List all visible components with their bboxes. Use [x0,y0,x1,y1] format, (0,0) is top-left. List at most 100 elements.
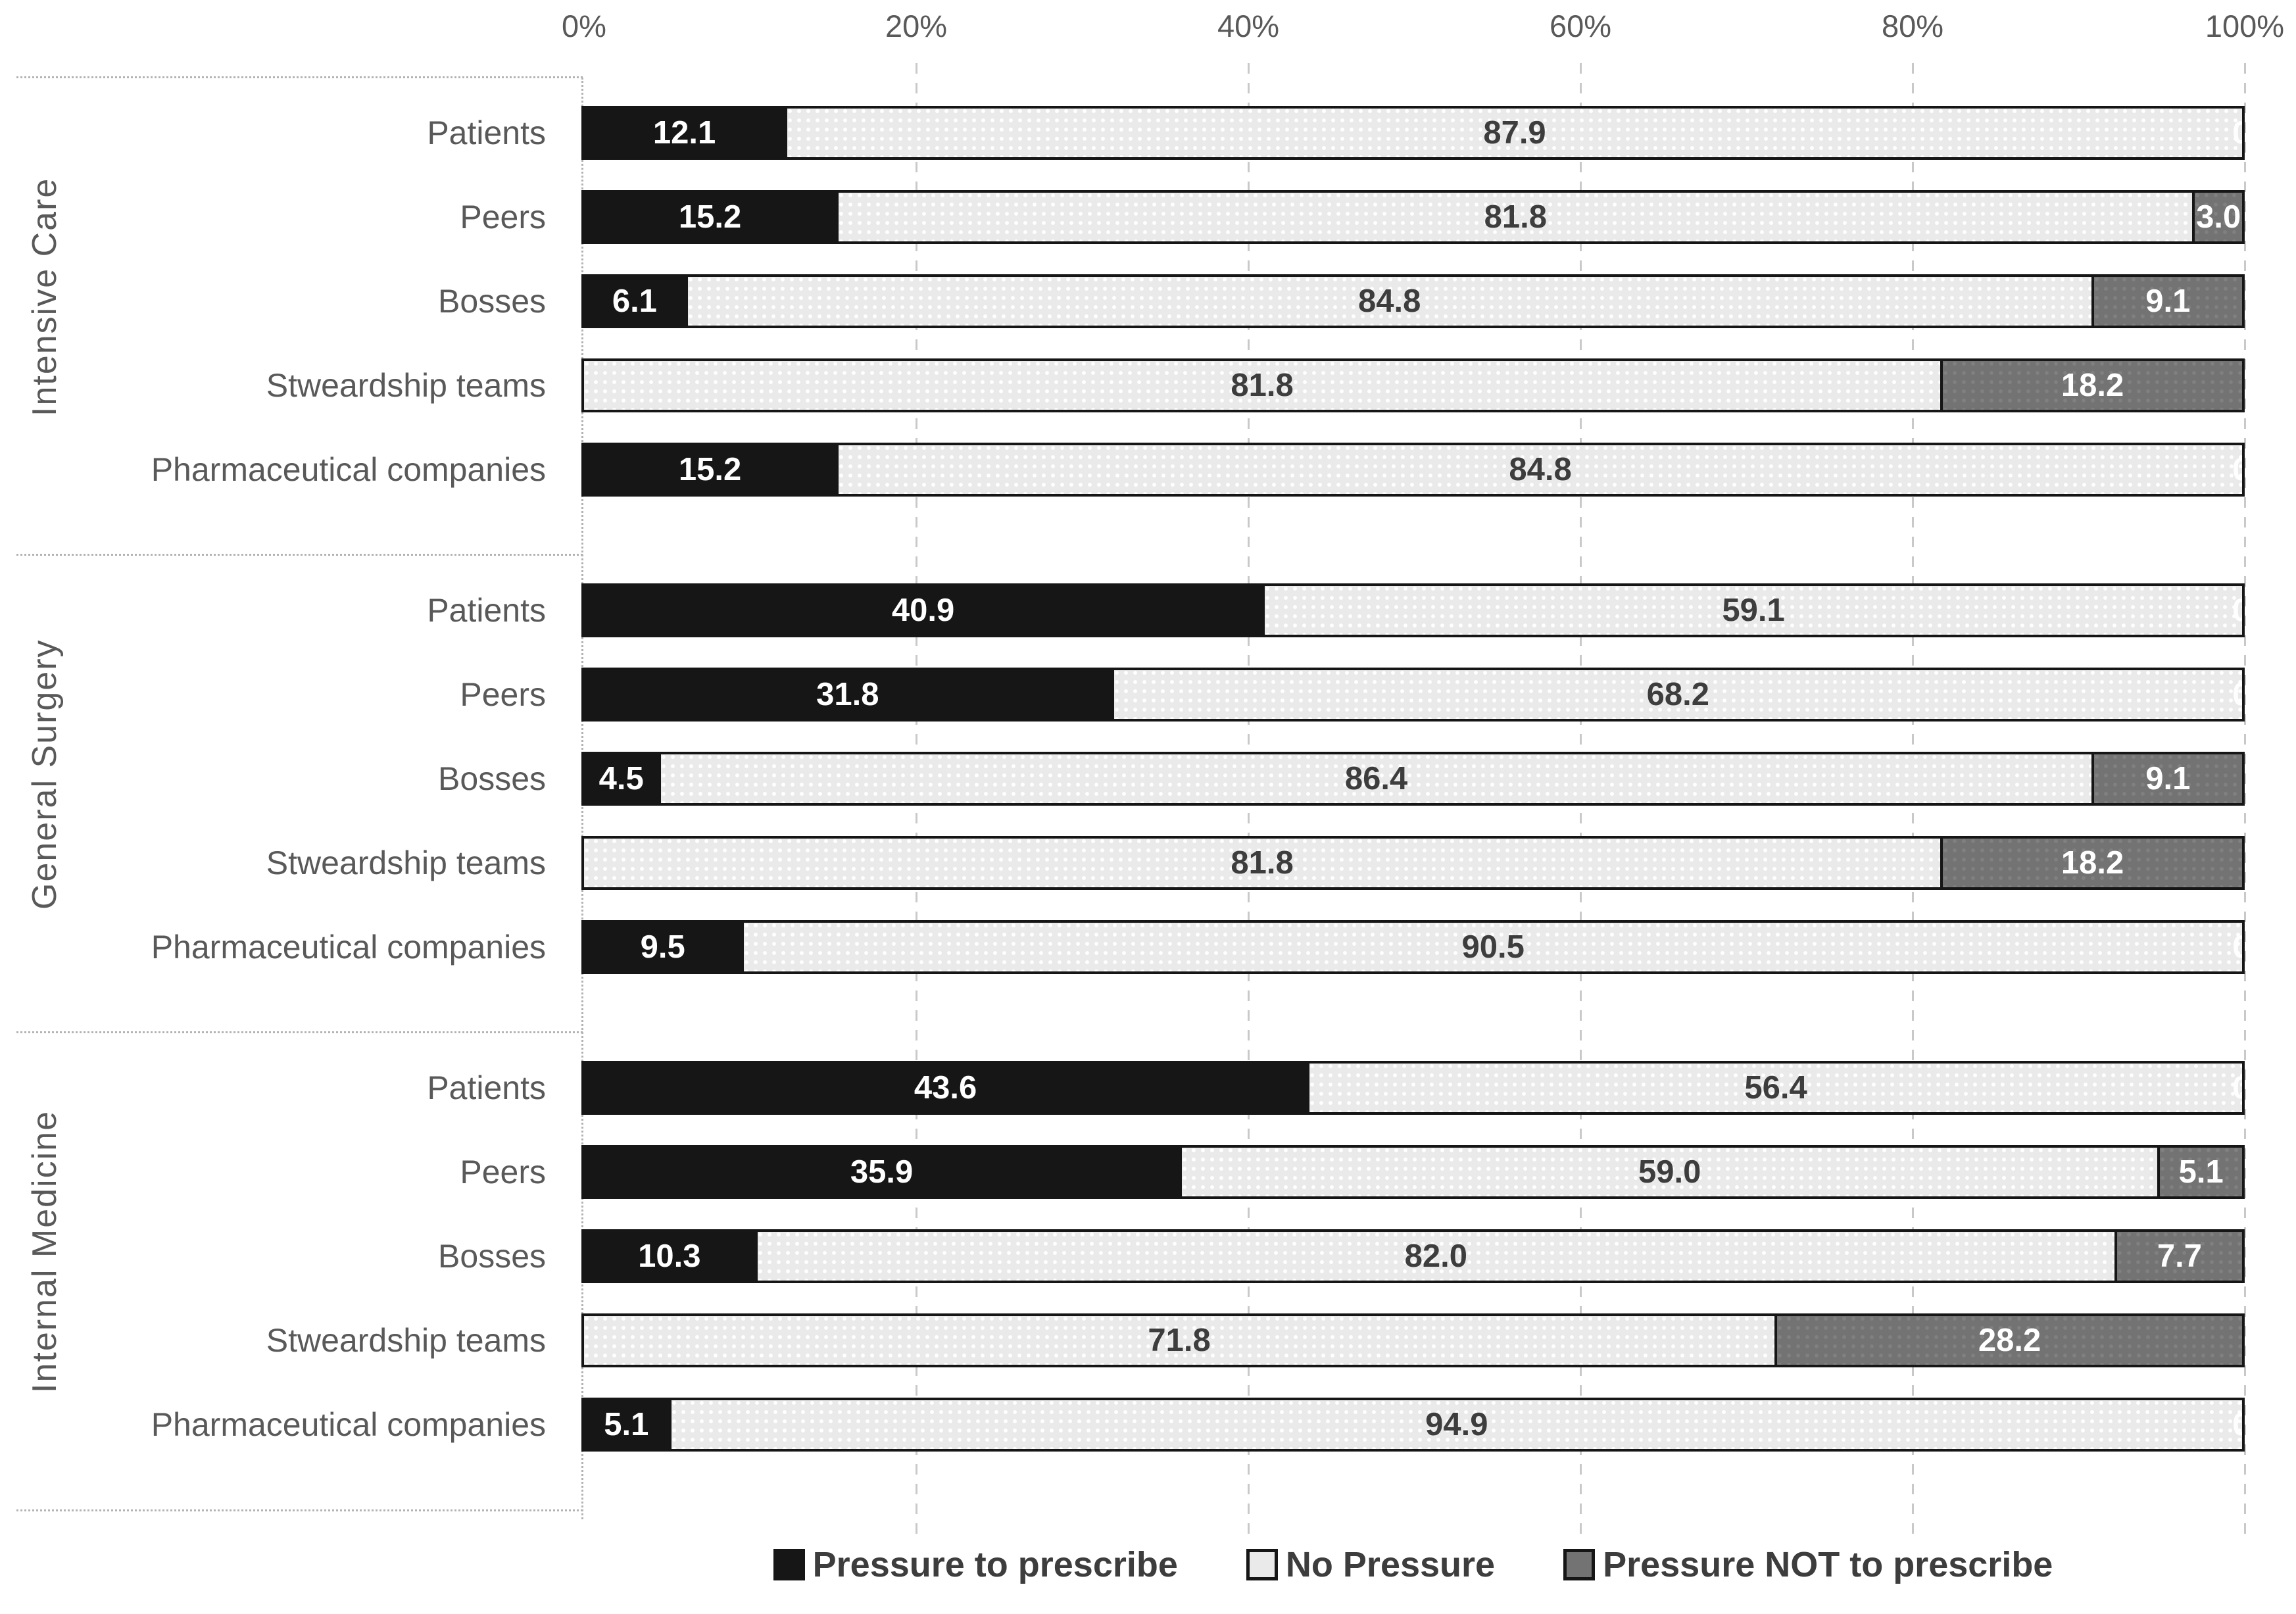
data-label: 18.2 [2061,845,2124,881]
stacked-bar: 9.5 90.5 0 [581,920,2245,974]
bar-row: Bosses 4.5 86.4 9.1 [0,737,2296,821]
bar-segment-pressure: 15.2 [584,445,837,494]
bar-segment-no-pressure: 87.9 [785,109,2242,157]
bar-segment-pressure-not: 9.1 [2091,754,2242,803]
zero-data-label: 0 [2232,670,2242,719]
x-axis-tick: 0% [562,9,606,43]
bar-segment-pressure-not: 3.0 [2192,193,2242,241]
category-label: Stweardship teams [266,844,546,881]
gridline [2244,63,2246,1535]
stacked-bar: 40.9 59.1 0 [581,583,2245,637]
data-label: 86.4 [1344,761,1408,796]
data-label: 56.4 [1744,1070,1807,1106]
data-label: 40.9 [891,593,955,628]
bar-segment-no-pressure: 81.8 [584,361,1941,410]
bar-row: Pharmaceutical companies 9.5 90.5 0 [0,905,2296,989]
stacked-bar: 15.2 84.8 0 [581,443,2245,497]
data-label: 28.2 [1978,1323,2041,1358]
data-label: 84.8 [1357,283,1421,319]
bar-row: Peers 35.9 59.0 5.1 [0,1130,2296,1214]
data-label: 35.9 [850,1154,914,1190]
bar-segment-no-pressure: 86.4 [658,754,2091,803]
bar-segment-no-pressure: 81.8 [836,193,2193,241]
data-label: 90.5 [1461,929,1525,965]
data-label: 9.1 [2145,761,2191,796]
zero-data-label: 0 [2232,1400,2242,1449]
bar-segment-no-pressure: 84.8 [836,445,2242,494]
data-label: 9.1 [2145,283,2191,319]
category-label: Peers [460,199,546,235]
bar-segment-no-pressure: 94.9 [668,1400,2242,1449]
data-label: 6.1 [612,283,657,319]
group-divider-line [16,76,583,78]
data-label: 81.8 [1484,199,1547,235]
bar-segment-pressure-not: 18.2 [1940,361,2242,410]
bar-segment-pressure: 31.8 [584,670,1111,719]
category-label: Pharmaceutical companies [151,1406,546,1443]
category-label: Patients [427,114,546,151]
bar-segment-pressure: 9.5 [584,923,742,971]
bar-row: Stweardship teams081.818.2 [0,343,2296,428]
data-label: 18.2 [2061,368,2124,403]
stacked-bar: 12.1 87.9 0 [581,106,2245,160]
legend-item: Pressure NOT to prescribe [1563,1544,2053,1585]
data-label: 7.7 [2157,1238,2202,1274]
bar-row: Pharmaceutical companies 15.2 84.8 0 [0,428,2296,512]
category-label: Bosses [438,283,546,320]
x-axis-tick: 40% [1217,9,1280,43]
group-divider-line [16,554,583,556]
bar-row: Patients 40.9 59.1 0 [0,568,2296,652]
bar-segment-pressure: 6.1 [584,277,685,326]
data-label: 82.0 [1404,1238,1467,1274]
zero-data-label: 0 [2232,586,2242,635]
x-axis-tick: 20% [885,9,948,43]
category-label: Stweardship teams [266,1322,546,1359]
bar-segment-pressure-not: 28.2 [1774,1316,2242,1365]
legend-label: No Pressure [1285,1545,1496,1584]
stacked-bar: 5.1 94.9 0 [581,1398,2245,1452]
bar-row: Patients 43.6 56.4 0 [0,1046,2296,1130]
x-axis-tick: 100% [2205,9,2285,43]
category-label: Pharmaceutical companies [151,451,546,488]
plot-area: Intensive CarePatients12.187.90Peers15.2… [0,76,2296,1511]
bar-row: Bosses 10.3 82.0 7.7 [0,1214,2296,1298]
legend-swatch-pressure-not [1563,1549,1596,1580]
bar-row: Peers 31.8 68.2 0 [0,652,2296,737]
data-label: 71.8 [1148,1323,1211,1358]
data-label: 5.1 [604,1407,649,1442]
zero-data-label: 0 [2232,923,2242,971]
category-label: Peers [460,676,546,713]
stacked-bar: 31.8 68.2 0 [581,668,2245,721]
bar-segment-pressure: 4.5 [584,754,659,803]
category-label: Pharmaceutical companies [151,929,546,966]
bar-segment-no-pressure: 68.2 [1111,670,2242,719]
data-label: 10.3 [638,1238,701,1274]
x-axis-tick: 80% [1881,9,1944,43]
bar-segment-pressure: 43.6 [584,1064,1307,1112]
data-label: 94.9 [1425,1407,1488,1442]
category-group: Intensive CarePatients12.187.90Peers15.2… [0,76,2296,555]
data-label: 43.6 [914,1070,977,1106]
data-label: 31.8 [816,677,879,712]
stacked-bar: 43.6 56.4 0 [581,1061,2245,1115]
category-group: Internal MedicinePatients43.656.40Peers3… [0,1031,2296,1511]
stacked-bar: 10.3 82.0 7.7 [581,1229,2245,1283]
stacked-bar: 6.1 84.8 9.1 [581,274,2245,328]
bar-segment-no-pressure: 84.8 [685,277,2091,326]
panel-bottom-line [16,1509,583,1511]
bar-segment-pressure: 35.9 [584,1148,1180,1196]
x-axis-tick: 60% [1549,9,1612,43]
stacked-bar: 071.828.2 [581,1313,2245,1367]
bar-row: Pharmaceutical companies 5.1 94.9 0 [0,1382,2296,1467]
data-label: 84.8 [1509,452,1572,487]
category-label: Peers [460,1154,546,1190]
bar-segment-no-pressure: 56.4 [1307,1064,2242,1112]
bar-row: Stweardship teams081.818.2 [0,821,2296,905]
stacked-bar: 15.2 81.8 3.0 [581,190,2245,244]
bar-segment-no-pressure: 59.0 [1179,1148,2158,1196]
bar-segment-pressure-not: 5.1 [2157,1148,2242,1196]
zero-data-label: 0 [2232,445,2242,494]
bar-segment-pressure: 5.1 [584,1400,669,1449]
legend: Pressure to prescribe No Pressure Pressure… [581,1544,2245,1585]
